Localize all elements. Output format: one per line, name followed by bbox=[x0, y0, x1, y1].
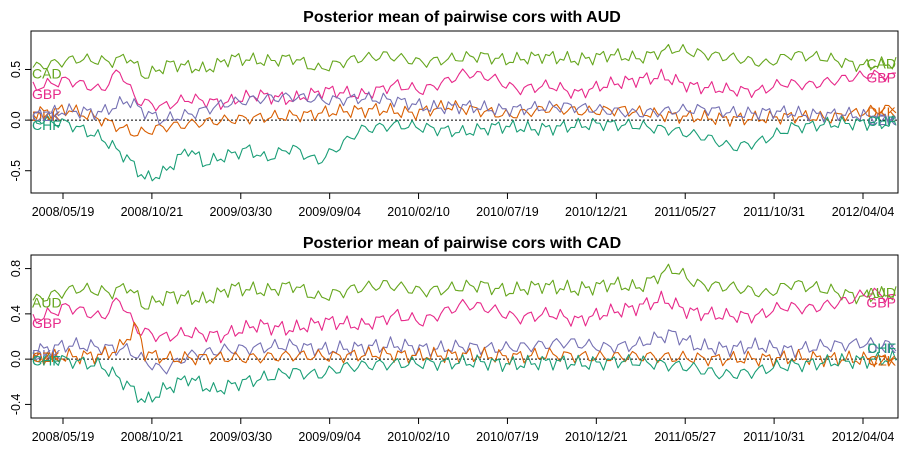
x-tick-label: 2011/10/31 bbox=[743, 205, 805, 219]
series-label-right: DKK bbox=[867, 340, 896, 356]
x-tick-label: 2009/09/04 bbox=[298, 205, 361, 219]
series-label-left: DKK bbox=[32, 108, 61, 124]
y-tick-label: 0.4 bbox=[9, 305, 23, 322]
series-label-left: GBP bbox=[32, 86, 62, 102]
series-label-right: CAD bbox=[866, 55, 896, 71]
series-line-czk bbox=[32, 321, 897, 368]
panel-aud: Posterior mean of pairwise cors with AUD… bbox=[9, 9, 899, 219]
x-tick-label: 2010/12/21 bbox=[565, 205, 628, 219]
series-label-right: GBP bbox=[866, 70, 896, 86]
series-label-left: GBP bbox=[32, 315, 62, 331]
y-tick-label: -0.5 bbox=[9, 160, 23, 182]
x-tick-label: 2010/07/19 bbox=[476, 205, 539, 219]
series-label-left: CZK bbox=[32, 108, 61, 124]
series-line-aud bbox=[32, 263, 897, 310]
series-label-right: DKK bbox=[867, 104, 896, 120]
series-label-right: CZK bbox=[868, 112, 897, 128]
series-line-dkk bbox=[32, 99, 897, 137]
x-tick-label: 2012/04/04 bbox=[832, 205, 895, 219]
series-label-left: CZK bbox=[32, 349, 61, 365]
y-tick-label: 0.8 bbox=[9, 260, 23, 277]
x-tick-label: 2008/10/21 bbox=[121, 430, 184, 444]
x-tick-label: 2010/02/10 bbox=[387, 430, 450, 444]
x-tick-label: 2011/05/27 bbox=[654, 430, 716, 444]
series-label-right: GBP bbox=[866, 295, 896, 311]
series-line-gbp bbox=[32, 287, 897, 344]
series-label-right: AUD bbox=[866, 284, 896, 300]
x-tick-label: 2008/05/19 bbox=[32, 430, 95, 444]
y-tick-label: 0.0 bbox=[9, 350, 23, 367]
series-line-chf bbox=[32, 115, 897, 182]
chart-title: Posterior mean of pairwise cors with AUD bbox=[303, 9, 621, 26]
plot-frame bbox=[30, 30, 899, 194]
y-axis: -0.4 0.0 0.4 0.8 bbox=[9, 260, 31, 415]
x-axis: 2008/05/19 2008/10/21 2009/03/30 2009/09/04… bbox=[32, 418, 895, 444]
series-line-dkk bbox=[32, 329, 897, 375]
series-label-left: CAD bbox=[32, 66, 62, 82]
series-label-left: CHF bbox=[32, 117, 61, 133]
y-tick-label: 0.5 bbox=[9, 61, 23, 78]
x-tick-label: 2009/03/30 bbox=[209, 205, 272, 219]
x-tick-label: 2010/07/19 bbox=[476, 430, 539, 444]
y-axis: -0.5 0.0 0.5 bbox=[9, 61, 31, 182]
series-line-gbp bbox=[32, 68, 896, 112]
x-tick-label: 2008/10/21 bbox=[121, 205, 184, 219]
panel-cad: Posterior mean of pairwise cors with CAD… bbox=[9, 235, 899, 444]
y-tick-label: 0.0 bbox=[9, 111, 23, 128]
y-tick-label: -0.4 bbox=[9, 394, 23, 416]
series-label-left: DKK bbox=[32, 347, 61, 363]
x-tick-label: 2011/05/27 bbox=[654, 205, 716, 219]
x-tick-label: 2009/09/04 bbox=[298, 430, 361, 444]
x-tick-label: 2011/10/31 bbox=[743, 430, 805, 444]
series-label-left: CHF bbox=[32, 352, 61, 368]
series-label-right: CHF bbox=[867, 340, 896, 356]
chart-title: Posterior mean of pairwise cors with CAD bbox=[303, 235, 621, 252]
series-layer bbox=[32, 263, 897, 403]
series-line-cad bbox=[32, 43, 897, 79]
x-tick-label: 2009/03/30 bbox=[209, 430, 272, 444]
series-line-czk bbox=[32, 91, 897, 126]
series-label-right: CZK bbox=[868, 352, 897, 368]
series-label-right: CHF bbox=[867, 113, 896, 129]
series-layer bbox=[32, 43, 897, 182]
x-tick-label: 2010/12/21 bbox=[565, 430, 628, 444]
x-tick-label: 2008/05/19 bbox=[32, 205, 95, 219]
series-label-left: AUD bbox=[32, 295, 62, 311]
series-line-chf bbox=[32, 349, 897, 403]
x-tick-label: 2012/04/04 bbox=[832, 430, 895, 444]
x-tick-label: 2010/02/10 bbox=[387, 205, 450, 219]
x-axis: 2008/05/19 2008/10/21 2009/03/30 2009/09/04… bbox=[32, 193, 895, 219]
plot-frame bbox=[30, 254, 899, 419]
